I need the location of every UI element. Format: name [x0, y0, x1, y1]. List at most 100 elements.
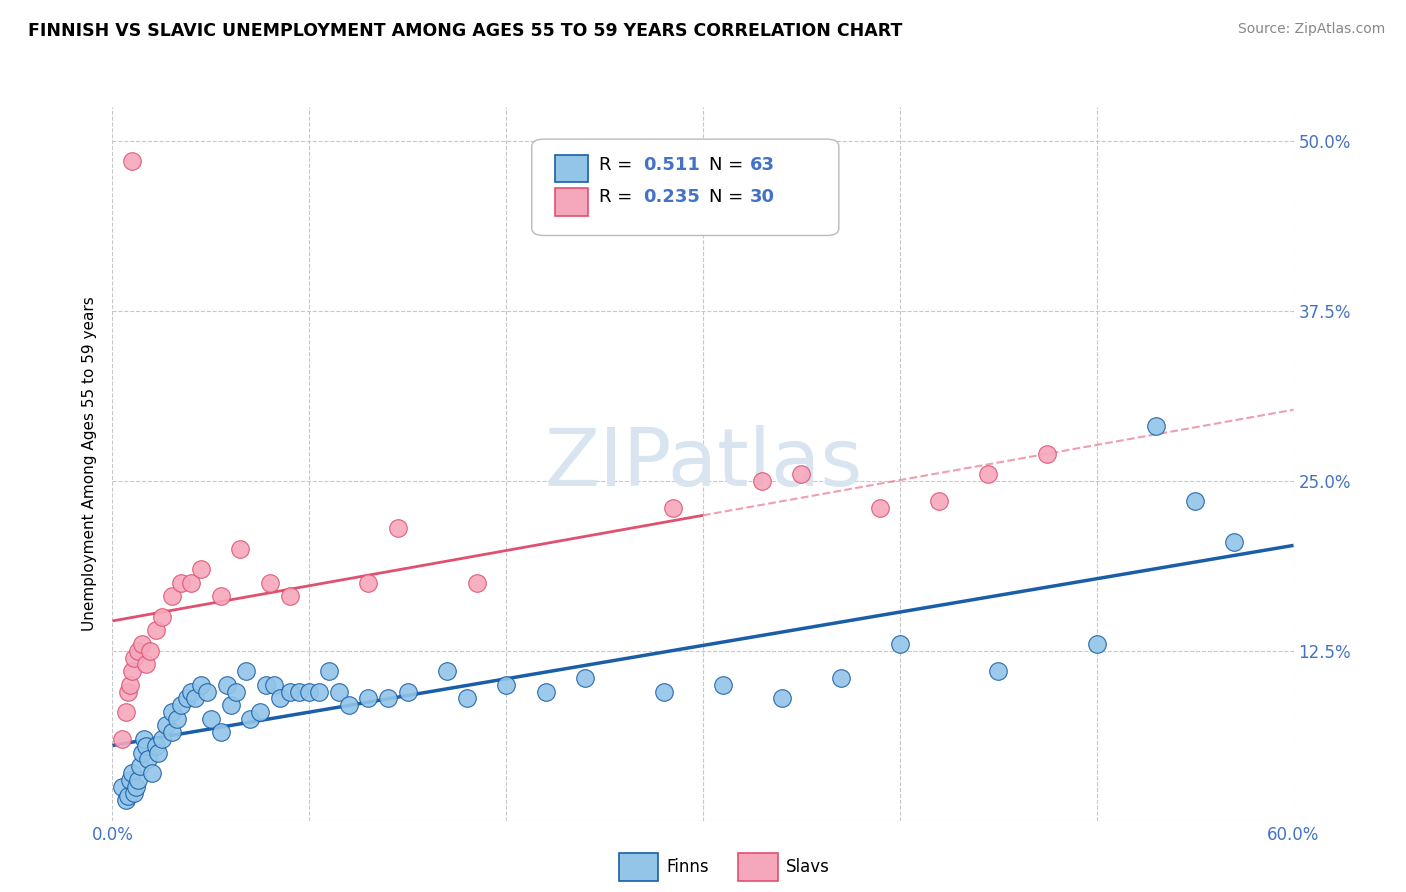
Point: [229, 541, 252, 556]
Text: 0.511: 0.511: [643, 155, 700, 174]
Point: [120, 772, 142, 787]
Point: [122, 787, 145, 801]
Point: [534, 684, 557, 698]
Point: [977, 467, 1000, 481]
Point: [150, 732, 173, 747]
Point: [170, 698, 193, 712]
Point: [160, 725, 183, 739]
Text: R =: R =: [599, 188, 633, 206]
Point: [115, 705, 138, 719]
FancyBboxPatch shape: [531, 139, 839, 235]
Point: [125, 780, 148, 794]
Point: [928, 494, 950, 508]
Point: [115, 793, 138, 807]
Point: [830, 671, 852, 685]
Text: Finns: Finns: [666, 858, 709, 876]
Y-axis label: Unemployment Among Ages 55 to 59 years: Unemployment Among Ages 55 to 59 years: [82, 296, 97, 632]
Point: [160, 705, 183, 719]
Point: [136, 752, 159, 766]
Point: [298, 684, 321, 698]
Text: Slavs: Slavs: [786, 858, 830, 876]
Point: [117, 789, 139, 804]
Point: [209, 590, 232, 604]
Point: [770, 691, 793, 706]
Point: [751, 474, 773, 488]
Point: [180, 575, 202, 590]
Point: [190, 562, 212, 576]
Point: [160, 590, 183, 604]
Point: [889, 637, 911, 651]
Point: [117, 684, 139, 698]
FancyBboxPatch shape: [555, 188, 589, 216]
Point: [190, 678, 212, 692]
Point: [131, 746, 153, 760]
Point: [987, 664, 1010, 678]
Point: [219, 698, 242, 712]
Point: [146, 746, 169, 760]
Point: [180, 684, 202, 698]
Point: [111, 732, 134, 747]
Point: [1036, 447, 1059, 461]
Text: N =: N =: [709, 155, 744, 174]
Point: [209, 725, 232, 739]
Point: [129, 759, 152, 773]
Point: [166, 712, 188, 726]
Point: [318, 664, 340, 678]
Point: [150, 609, 173, 624]
Point: [1085, 637, 1108, 651]
Point: [574, 671, 596, 685]
Point: [155, 718, 177, 732]
Point: [176, 691, 198, 706]
Text: 30: 30: [751, 188, 775, 206]
Point: [131, 637, 153, 651]
Point: [308, 684, 330, 698]
Point: [141, 766, 163, 780]
Point: [120, 678, 142, 692]
Point: [263, 678, 285, 692]
Point: [122, 650, 145, 665]
Point: [495, 678, 517, 692]
Point: [711, 678, 734, 692]
Text: Source: ZipAtlas.com: Source: ZipAtlas.com: [1237, 22, 1385, 37]
Point: [259, 575, 281, 590]
Point: [139, 644, 162, 658]
Point: [195, 684, 218, 698]
Point: [235, 664, 257, 678]
Point: [1184, 494, 1206, 508]
Point: [200, 712, 222, 726]
Point: [215, 678, 238, 692]
Point: [328, 684, 350, 698]
Point: [269, 691, 291, 706]
Point: [121, 664, 143, 678]
Point: [249, 705, 271, 719]
Point: [254, 678, 277, 692]
Point: [357, 575, 380, 590]
Text: 63: 63: [751, 155, 775, 174]
Text: FINNISH VS SLAVIC UNEMPLOYMENT AMONG AGES 55 TO 59 YEARS CORRELATION CHART: FINNISH VS SLAVIC UNEMPLOYMENT AMONG AGE…: [28, 22, 903, 40]
Point: [121, 154, 143, 169]
Point: [357, 691, 380, 706]
Point: [145, 624, 167, 638]
Point: [288, 684, 311, 698]
Text: N =: N =: [709, 188, 744, 206]
Point: [436, 664, 458, 678]
Point: [145, 739, 167, 753]
Point: [790, 467, 813, 481]
Point: [121, 766, 143, 780]
Point: [127, 644, 149, 658]
Point: [1223, 535, 1246, 549]
Point: [377, 691, 399, 706]
Point: [387, 521, 409, 535]
Point: [465, 575, 488, 590]
FancyBboxPatch shape: [555, 155, 589, 182]
Point: [278, 684, 301, 698]
Point: [127, 772, 149, 787]
Point: [1144, 419, 1167, 434]
Point: [135, 657, 157, 672]
Text: 0.235: 0.235: [643, 188, 700, 206]
Point: [278, 590, 301, 604]
Point: [135, 739, 157, 753]
Point: [184, 691, 207, 706]
Point: [239, 712, 262, 726]
Point: [396, 684, 419, 698]
